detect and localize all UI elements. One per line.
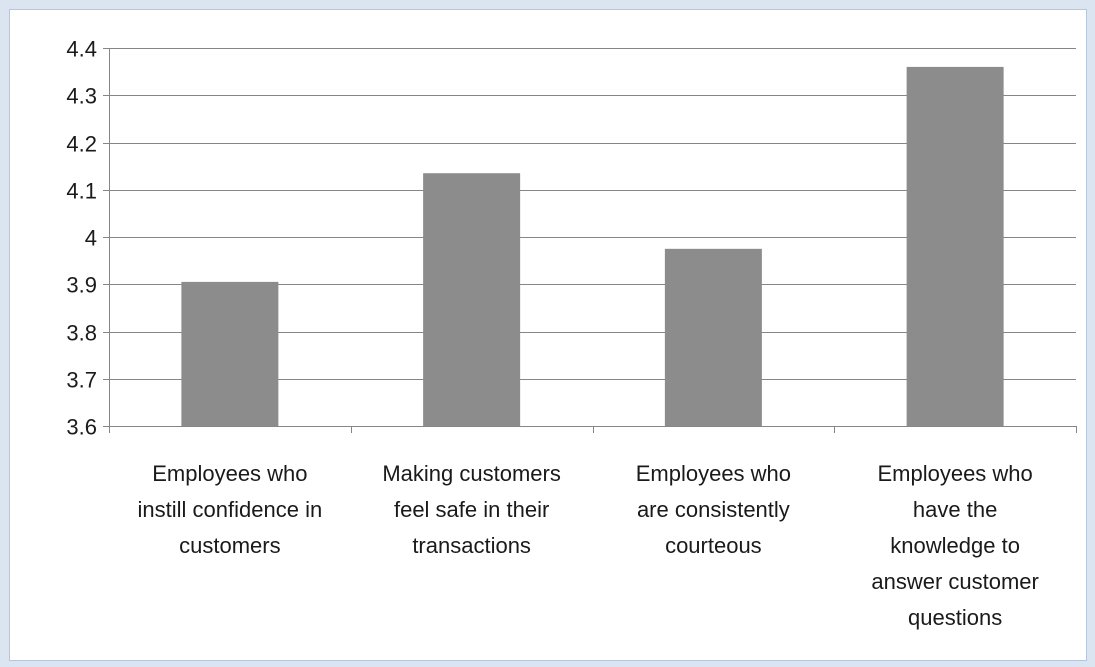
x-category-label: answer customer xyxy=(871,569,1039,594)
bar xyxy=(181,281,279,426)
x-category-label: Employees who xyxy=(152,461,307,486)
bar xyxy=(664,248,762,426)
x-category-label: customers xyxy=(179,533,280,558)
x-category-label: Making customers xyxy=(382,461,561,486)
bar xyxy=(906,66,1004,427)
x-category-label: are consistently xyxy=(637,497,790,522)
chart-frame: 3.6 3.7 3.8 3.9 4 4.1 4.2 4.3 4.4 Employees who in… xyxy=(9,9,1087,661)
x-category-label: instill confidence in xyxy=(138,497,323,522)
x-category-label: Employees who xyxy=(636,461,791,486)
x-category-label: questions xyxy=(908,605,1002,630)
bar xyxy=(423,173,521,426)
x-category-label: knowledge to xyxy=(890,533,1020,558)
y-tick-label: 4.4 xyxy=(66,37,97,62)
x-category-label: transactions xyxy=(412,533,531,558)
y-tick-label: 3.9 xyxy=(66,273,97,298)
x-category-label: have the xyxy=(913,497,997,522)
x-category-label: Employees who xyxy=(877,461,1032,486)
y-tick-label: 4.1 xyxy=(66,179,97,204)
y-tick-label: 3.8 xyxy=(66,321,97,346)
bar-chart: 3.6 3.7 3.8 3.9 4 4.1 4.2 4.3 4.4 Employees who in… xyxy=(66,37,1077,630)
x-category-label: feel safe in their xyxy=(394,497,549,522)
y-tick-label: 4 xyxy=(85,226,97,251)
x-category-label: courteous xyxy=(665,533,762,558)
y-tick-label: 4.3 xyxy=(66,84,97,109)
y-tick-label: 3.7 xyxy=(66,368,97,393)
y-tick-label: 3.6 xyxy=(66,415,97,440)
y-tick-label: 4.2 xyxy=(66,132,97,157)
